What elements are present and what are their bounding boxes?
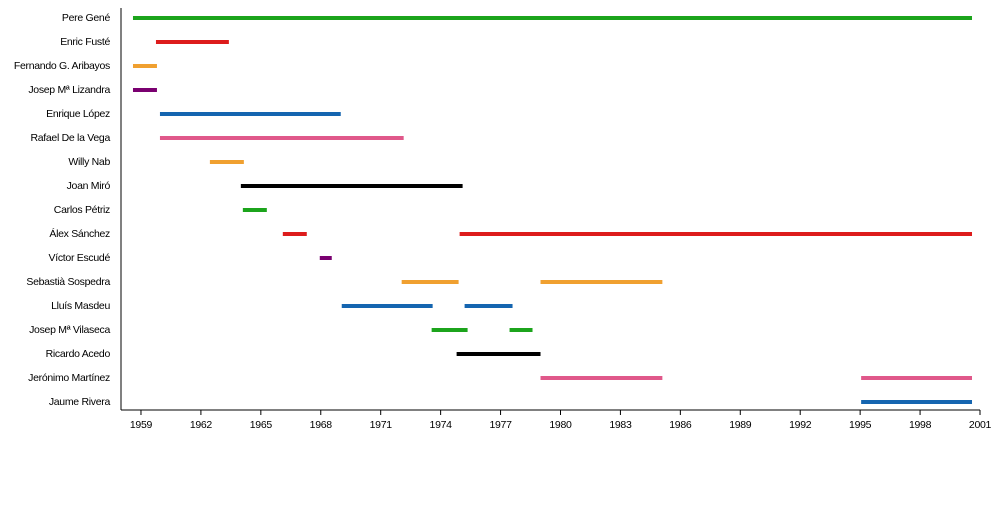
row-label: Lluís Masdeu xyxy=(51,300,110,312)
x-tick-label: 2001 xyxy=(969,419,992,431)
row-label: Enric Fusté xyxy=(60,36,110,48)
x-tick-label: 1977 xyxy=(489,419,512,431)
row-label: Rafael De la Vega xyxy=(30,132,110,144)
row-label: Pere Gené xyxy=(62,12,111,24)
x-tick-label: 1983 xyxy=(609,419,632,431)
x-tick-label: 1986 xyxy=(669,419,692,431)
row-label: Álex Sánchez xyxy=(49,227,110,240)
row-label: Joan Miró xyxy=(67,180,111,192)
x-tick-label: 1959 xyxy=(130,419,153,431)
x-tick-label: 1962 xyxy=(190,419,213,431)
row-label: Enrique López xyxy=(46,108,110,120)
x-tick-label: 1974 xyxy=(430,419,453,431)
row-label: Carlos Pétriz xyxy=(54,204,110,216)
row-label: Fernando G. Aribayos xyxy=(14,60,110,72)
row-label: Willy Nab xyxy=(68,156,110,168)
row-label: Sebastià Sospedra xyxy=(26,276,110,288)
x-tick-label: 1998 xyxy=(909,419,932,431)
x-tick-label: 1968 xyxy=(310,419,333,431)
row-label: Josep Mª Lizandra xyxy=(28,84,110,96)
x-tick-label: 1992 xyxy=(789,419,812,431)
row-label: Jerónimo Martínez xyxy=(28,372,110,384)
row-label: Josep Mª Vilaseca xyxy=(29,324,110,336)
x-tick-label: 1995 xyxy=(849,419,872,431)
row-label: Ricardo Acedo xyxy=(46,348,111,360)
x-tick-label: 1971 xyxy=(370,419,393,431)
x-tick-label: 1965 xyxy=(250,419,273,431)
x-tick-label: 1980 xyxy=(549,419,572,431)
x-tick-label: 1989 xyxy=(729,419,752,431)
row-label: Jaume Rivera xyxy=(49,396,111,408)
row-label: Víctor Escudé xyxy=(49,252,111,264)
